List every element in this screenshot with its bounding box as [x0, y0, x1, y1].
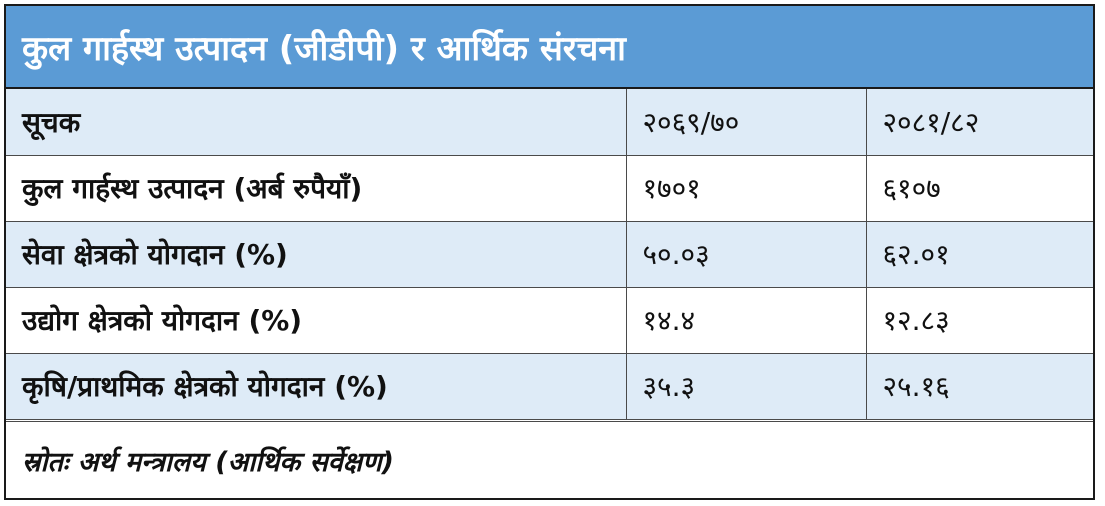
- source-text: स्रोतः अर्थ मन्त्रालय (आर्थिक सर्वेक्षण): [22, 446, 395, 478]
- row-value-year-2: २५.१६: [865, 352, 1093, 420]
- gdp-structure-table: सूचक २०६९/७० २०८१/८२ कुल गार्हस्थ उत्पाद…: [6, 89, 1093, 420]
- row-label: कृषि/प्राथमिक क्षेत्रको योगदान (%): [6, 352, 627, 420]
- table-title: कुल गार्हस्थ उत्पादन (जीडीपी) र आर्थिक स…: [22, 28, 626, 69]
- row-label: सेवा क्षेत्रको योगदान (%): [6, 220, 627, 288]
- table-row: कुल गार्हस्थ उत्पादन (अर्ब रुपैयाँ) १७०१…: [6, 154, 1093, 222]
- row-value-year-1: १४.४: [625, 286, 867, 354]
- row-label: उद्योग क्षेत्रको योगदान (%): [6, 286, 627, 354]
- table-row: उद्योग क्षेत्रको योगदान (%) १४.४ १२.८३: [6, 286, 1093, 354]
- table-frame: कुल गार्हस्थ उत्पादन (जीडीपी) र आर्थिक स…: [4, 4, 1095, 500]
- row-label: कुल गार्हस्थ उत्पादन (अर्ब रुपैयाँ): [6, 154, 627, 222]
- row-value-year-2: ६१०७: [865, 154, 1093, 222]
- row-value-year-2: १२.८३: [865, 286, 1093, 354]
- table-row: कृषि/प्राथमिक क्षेत्रको योगदान (%) ३५.३ …: [6, 352, 1093, 420]
- row-value-year-2: ६२.०१: [865, 220, 1093, 288]
- header-indicator: सूचक: [6, 89, 627, 156]
- table-title-bar: कुल गार्हस्थ उत्पादन (जीडीपी) र आर्थिक स…: [6, 6, 1093, 89]
- table-row: सेवा क्षेत्रको योगदान (%) ५०.०३ ६२.०१: [6, 220, 1093, 288]
- header-year-1: २०६९/७०: [625, 89, 867, 156]
- source-note: स्रोतः अर्थ मन्त्रालय (आर्थिक सर्वेक्षण): [6, 421, 1093, 498]
- row-value-year-1: ५०.०३: [625, 220, 867, 288]
- table-header-row: सूचक २०६९/७० २०८१/८२: [6, 89, 1093, 156]
- header-year-2: २०८१/८२: [865, 89, 1093, 156]
- row-value-year-1: १७०१: [625, 154, 867, 222]
- row-value-year-1: ३५.३: [625, 352, 867, 420]
